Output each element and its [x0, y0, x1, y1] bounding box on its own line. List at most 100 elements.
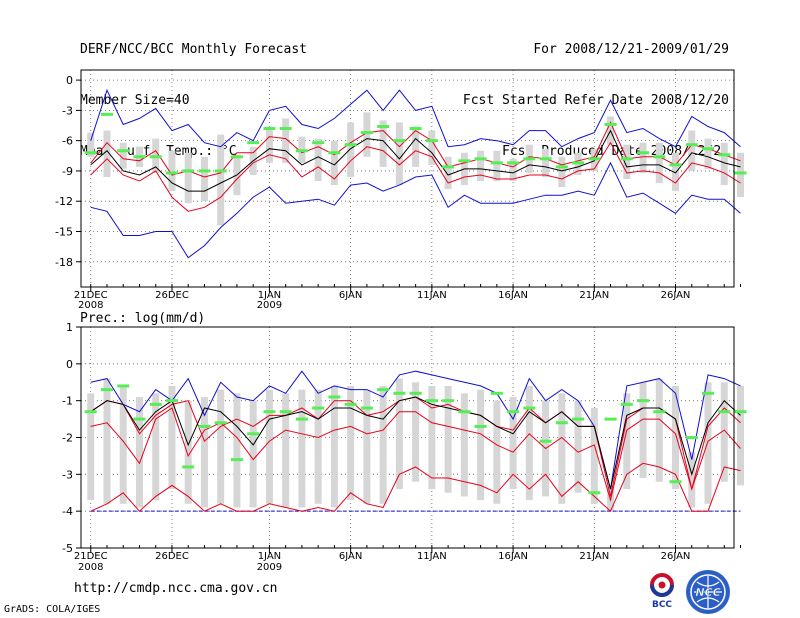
- x-tick-year-label: 2008: [78, 562, 103, 573]
- marker-dash: [425, 399, 438, 403]
- marker-dash: [409, 127, 422, 131]
- range-box: [639, 142, 647, 173]
- marker-dash: [539, 439, 552, 443]
- x-tick-label: 21DEC: [74, 551, 108, 562]
- range-box: [736, 152, 744, 198]
- series-line-lower-bound: [90, 462, 741, 513]
- x-tick-year-label: 2009: [257, 300, 282, 311]
- range-box: [655, 142, 663, 184]
- marker-dash: [442, 399, 455, 403]
- marker-dash: [295, 149, 308, 153]
- marker-dash: [523, 406, 536, 410]
- range-box: [477, 389, 485, 501]
- forecast-period: For 2008/12/21-2009/01/29: [533, 42, 729, 57]
- marker-dash: [604, 417, 617, 421]
- marker-dash: [344, 143, 357, 147]
- range-box: [282, 393, 290, 508]
- source-url[interactable]: http://cmdp.ncc.cma.gov.cn: [74, 581, 278, 596]
- marker-dash: [312, 406, 325, 410]
- marker-dash: [198, 169, 211, 173]
- y-tick-label: -6: [62, 135, 73, 148]
- x-tick-label: 21JAN: [579, 290, 609, 301]
- x-tick-label: 21JAN: [579, 551, 609, 562]
- marker-dash: [198, 424, 211, 428]
- marker-dash: [653, 155, 666, 159]
- marker-dash: [393, 391, 406, 395]
- marker-dash: [133, 155, 146, 159]
- range-box: [509, 396, 517, 490]
- range-box: [233, 393, 241, 508]
- marker-dash: [100, 112, 113, 116]
- marker-dash: [182, 169, 195, 173]
- series-line-member-lower: [90, 407, 741, 503]
- marker-dash: [490, 161, 503, 165]
- marker-dash: [263, 127, 276, 131]
- range-box: [87, 132, 95, 157]
- marker-dash: [637, 399, 650, 403]
- marker-dash: [669, 480, 682, 484]
- marker-dash: [637, 151, 650, 155]
- range-box: [184, 152, 192, 204]
- x-tick-label: 1JAN: [258, 551, 281, 562]
- x-tick-label: 21DEC: [74, 290, 108, 301]
- marker-dash: [393, 139, 406, 143]
- marker-dash: [360, 406, 373, 410]
- y-tick-label: -2: [62, 432, 73, 445]
- marker-dash: [84, 410, 97, 414]
- range-box: [477, 150, 485, 182]
- range-box: [623, 393, 631, 490]
- range-box: [103, 378, 111, 504]
- marker-dash: [360, 131, 373, 135]
- marker-dash: [588, 491, 601, 495]
- range-box: [168, 385, 176, 490]
- range-box: [330, 140, 338, 186]
- marker-dash: [588, 157, 601, 161]
- range-box: [217, 134, 225, 226]
- series-line-envelope-max: [90, 370, 741, 490]
- series-line-ensemble-mean: [90, 129, 741, 192]
- range-box: [184, 400, 192, 504]
- y-tick-label: 0: [66, 74, 73, 87]
- marker-dash: [182, 465, 195, 469]
- marker-dash: [474, 157, 487, 161]
- ncc-logo-text: NCC: [695, 586, 720, 599]
- marker-dash: [100, 388, 113, 392]
- y-tick-label: -18: [55, 256, 73, 269]
- range-box: [265, 389, 273, 504]
- range-box: [672, 152, 680, 192]
- plot-frame: [80, 326, 735, 549]
- x-tick-label: 16JAN: [498, 551, 528, 562]
- marker-dash: [685, 143, 698, 147]
- range-box: [314, 138, 322, 182]
- range-box: [542, 148, 550, 177]
- x-tick-year-label: 2008: [78, 300, 103, 311]
- marker-dash: [458, 159, 471, 163]
- x-tick-year-label: 2009: [257, 562, 282, 573]
- range-box: [119, 385, 127, 504]
- marker-dash: [572, 417, 585, 421]
- range-box: [493, 150, 501, 182]
- y-tick-label: -5: [62, 542, 73, 555]
- range-box: [168, 150, 176, 192]
- range-box: [412, 382, 420, 482]
- marker-dash: [117, 149, 130, 153]
- marker-dash: [702, 391, 715, 395]
- y-tick-label: -9: [62, 165, 73, 178]
- x-tick-label: 6JAN: [339, 290, 362, 301]
- range-box: [379, 385, 387, 504]
- marker-dash: [425, 139, 438, 143]
- marker-dash: [295, 417, 308, 421]
- marker-dash: [669, 163, 682, 167]
- bcc-logo: BCC: [650, 573, 674, 610]
- range-box: [639, 382, 647, 479]
- range-box: [574, 400, 582, 493]
- series-line-envelope-max: [90, 88, 741, 148]
- range-box: [265, 126, 273, 163]
- range-box: [509, 158, 517, 182]
- marker-dash: [718, 410, 731, 414]
- y-tick-label: -4: [62, 505, 73, 518]
- marker-dash: [718, 153, 731, 157]
